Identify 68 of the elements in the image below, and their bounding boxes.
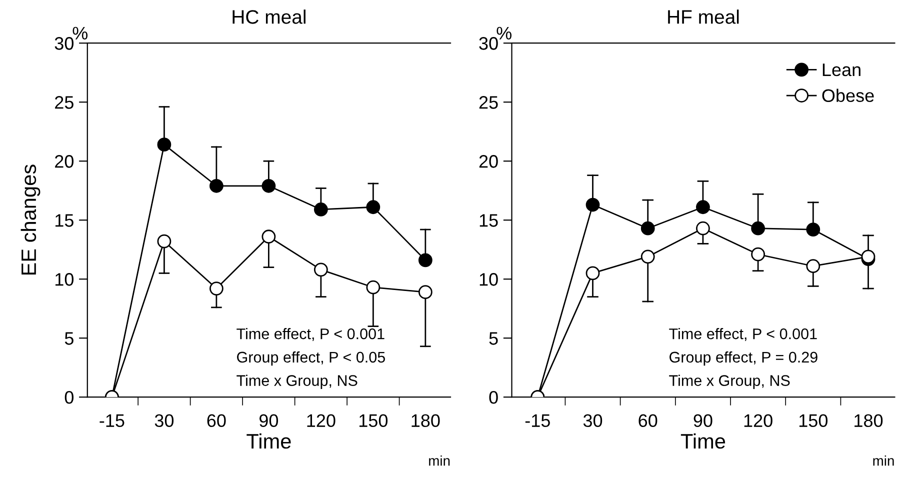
annotation: Group effect, P < 0.05 [237, 351, 385, 366]
point [209, 282, 224, 296]
point [262, 178, 276, 193]
y-tick-label: 30 [479, 37, 498, 50]
point [366, 200, 380, 214]
x-tick-label: 150 [359, 414, 388, 428]
x-tick-label: 60 [207, 414, 226, 428]
annotation: Time x Group, NS [669, 374, 790, 389]
point [696, 221, 710, 236]
point [640, 221, 655, 236]
text: % [496, 26, 512, 40]
annotation: Time x Group, NS [236, 374, 358, 389]
x-tick-label: 60 [638, 414, 658, 428]
text: min [429, 456, 450, 466]
point [157, 138, 172, 152]
y-axis-title: EE changes [20, 164, 40, 275]
y-tick-label: 30 [54, 37, 74, 50]
annotation: Group effect, P = 0.29 [670, 351, 818, 366]
chart-title: HF meal [668, 10, 739, 24]
legend-label: Lean [822, 64, 860, 76]
y-tick-label: 10 [480, 273, 498, 286]
y-tick-label: 25 [55, 96, 74, 109]
x-tick-label: 180 [854, 414, 883, 428]
y-tick-label: 10 [56, 273, 74, 286]
point [586, 266, 600, 280]
x-tick-label: 90 [259, 414, 278, 428]
point [314, 262, 328, 277]
point [696, 200, 710, 214]
point [751, 221, 765, 236]
x-tick-label: 90 [694, 414, 712, 428]
x-tick-label: 150 [799, 414, 828, 428]
point [314, 202, 328, 216]
point [209, 178, 224, 193]
point [640, 250, 655, 264]
y-tick-label: 15 [480, 214, 498, 227]
point [806, 259, 820, 274]
text: % [72, 26, 88, 40]
annotation: Time effect, P < 0.001 [669, 328, 817, 342]
y-tick-label: 15 [56, 214, 74, 227]
point [157, 234, 172, 248]
x-tick-label: 180 [412, 414, 440, 428]
x-tick-label: 30 [583, 414, 602, 428]
text: min [873, 456, 894, 466]
point [861, 250, 876, 264]
point [418, 285, 432, 300]
y-tick-label: 0 [489, 391, 498, 404]
y-tick-label: 0 [64, 391, 74, 404]
point [366, 280, 380, 294]
y-tick-label: 20 [55, 155, 74, 168]
chart-title: HC meal [232, 10, 306, 24]
y-tick-label: 5 [64, 332, 74, 345]
x-tick-label: -15 [100, 414, 124, 428]
x-tick-label: 30 [154, 414, 174, 428]
point [806, 222, 820, 236]
x-tick-label: -15 [525, 414, 550, 428]
x-tick-label: 120 [744, 414, 772, 428]
y-tick-label: 25 [479, 96, 498, 109]
y-tick-label: 20 [479, 155, 498, 168]
x-axis-title: Time [246, 433, 291, 449]
legend-label: Obese [822, 88, 874, 102]
point [586, 198, 600, 212]
point [418, 253, 432, 268]
x-tick-label: 120 [307, 414, 336, 428]
x-axis-title: Time [680, 433, 726, 449]
annotation: Time effect, P < 0.001 [236, 328, 384, 342]
point [262, 230, 276, 244]
y-tick-label: 5 [489, 332, 498, 345]
point [751, 247, 765, 262]
